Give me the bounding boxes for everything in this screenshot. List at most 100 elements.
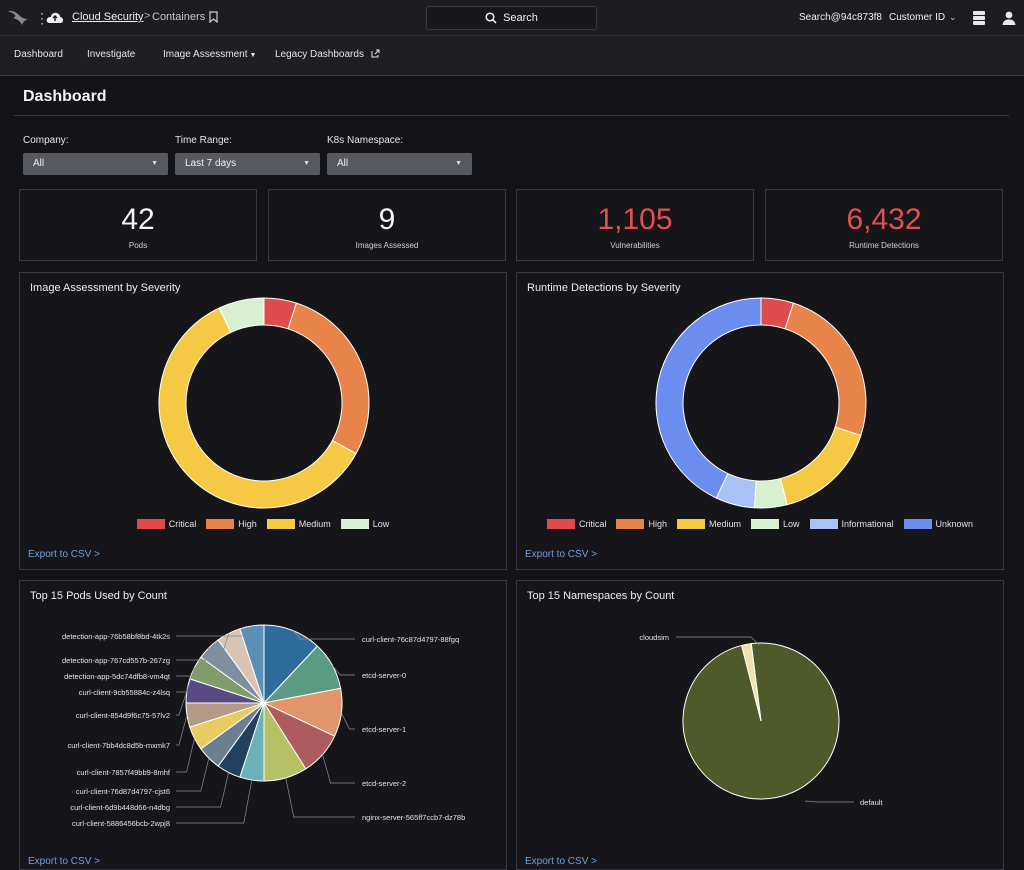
legend-label: Low: [782, 519, 800, 529]
customer-id-dropdown[interactable]: Customer ID: [889, 12, 946, 23]
slice-label: detection-app-76b58bf8bd-4tk2s: [62, 632, 170, 641]
legend-swatch: [340, 519, 369, 529]
legend-swatch: [616, 519, 645, 529]
top-namespaces-pie-chart[interactable]: default cloudsim: [517, 601, 1005, 861]
image-severity-donut-chart[interactable]: [20, 293, 508, 533]
legend-label: Critical: [578, 519, 607, 529]
panel-runtime-detections-severity: Runtime Detections by Severity Critical H…: [516, 272, 1004, 570]
stat-label: Pods: [128, 241, 148, 250]
leader-line: [285, 777, 355, 818]
slice-label: default: [860, 798, 883, 807]
nav-image-assessment[interactable]: Image Assessment ▼: [163, 49, 256, 60]
legend-item-critical[interactable]: Critical: [546, 519, 607, 529]
leader-line: [176, 772, 229, 808]
legend-label: Medium: [708, 519, 741, 529]
panel-title: Top 15 Pods Used by Count: [30, 590, 167, 602]
filter-company-value: All: [33, 158, 45, 169]
leader-line: [332, 665, 355, 676]
slice-label: curl-client-7857f49bb9-8mhf: [77, 768, 171, 777]
caret-down-icon: ▼: [303, 160, 310, 167]
export-csv-link[interactable]: Export to CSV >: [525, 549, 597, 560]
leader-line: [176, 633, 229, 661]
nav-legacy-dashboards[interactable]: Legacy Dashboards: [275, 49, 380, 60]
chevron-down-icon[interactable]: ⌄: [949, 12, 957, 22]
caret-down-icon: ▼: [249, 52, 257, 59]
filter-time-range-select[interactable]: Last 7 days ▼: [175, 153, 320, 175]
slice-label: detection-app-767cd557b-267zg: [62, 656, 170, 665]
legend-swatch: [676, 519, 705, 529]
legend-label: Unknown: [935, 519, 974, 529]
leader-line: [341, 712, 355, 730]
search-label: Search: [503, 12, 538, 24]
leader-line: [176, 758, 210, 792]
legend-item-low[interactable]: Low: [340, 519, 389, 529]
legend-item-high[interactable]: High: [616, 519, 667, 529]
leader-line: [676, 636, 760, 646]
export-csv-link[interactable]: Export to CSV >: [28, 549, 100, 560]
falcon-logo-icon[interactable]: [7, 8, 29, 26]
user-profile-icon[interactable]: [1001, 10, 1017, 26]
legend-item-informational[interactable]: Informational: [809, 519, 894, 529]
legend-item-low[interactable]: Low: [750, 519, 800, 529]
global-search-button[interactable]: Search: [426, 6, 597, 30]
filter-company-select[interactable]: All ▼: [23, 153, 168, 175]
filter-company-label: Company:: [23, 135, 69, 146]
legend-swatch: [809, 519, 838, 529]
legend-item-medium[interactable]: Medium: [266, 519, 331, 529]
legend-swatch: [903, 519, 932, 529]
leader-line: [292, 630, 355, 640]
legend-swatch: [266, 519, 295, 529]
title-divider: [14, 115, 1009, 116]
legend-item-critical[interactable]: Critical: [136, 519, 196, 529]
leader-line: [322, 754, 355, 784]
nav-dashboard[interactable]: Dashboard: [14, 49, 63, 60]
stat-label: Images Assessed: [355, 241, 419, 250]
filter-time-range-value: Last 7 days: [185, 158, 237, 169]
legend-label: Medium: [298, 519, 331, 529]
leader-line: [176, 625, 253, 637]
leader-line: [176, 779, 253, 824]
legend-item-medium[interactable]: Medium: [676, 519, 741, 529]
leader-line: [804, 800, 854, 803]
breadcrumb-app-link[interactable]: Cloud Security: [72, 11, 144, 23]
legend-label: High: [238, 519, 257, 529]
stat-card-vulnerabilities[interactable]: 1,105 Vulnerabilities: [516, 189, 754, 261]
legend-swatch: [136, 519, 165, 529]
nav-investigate[interactable]: Investigate: [87, 49, 136, 60]
stat-card-pods[interactable]: 42 Pods: [19, 189, 257, 261]
slice-medium[interactable]: [779, 426, 862, 506]
slice-high[interactable]: [784, 302, 867, 437]
app-menu-icon[interactable]: ⋮: [35, 10, 49, 26]
chart-legend: Critical High Medium Low: [20, 519, 506, 529]
legend-swatch: [750, 519, 779, 529]
secondary-nav: Dashboard Investigate Image Assessment ▼ …: [0, 36, 1024, 76]
slice-unknown[interactable]: [655, 297, 762, 499]
notifications-stack-icon[interactable]: [971, 10, 987, 26]
slice-high[interactable]: [287, 302, 370, 455]
slice-label: detection-app-5dc74dfb8-vm4qt: [64, 672, 171, 681]
stat-card-images-assessed[interactable]: 9 Images Assessed: [268, 189, 506, 261]
legend-item-unknown[interactable]: Unknown: [903, 519, 974, 529]
slice-medium[interactable]: [158, 307, 357, 509]
caret-down-icon: ▼: [151, 160, 158, 167]
slice-cloudsim[interactable]: [740, 643, 762, 722]
panel-top-pods: Top 15 Pods Used by Count curl-client-76…: [19, 580, 507, 870]
slice-low[interactable]: [218, 297, 265, 334]
cloud-security-icon: [46, 12, 63, 23]
top-pods-pie-chart[interactable]: curl-client-76c87d4797-88fgq etcd-server-…: [20, 601, 508, 861]
export-csv-link[interactable]: Export to CSV >: [28, 856, 100, 867]
slice-label: curl-client-76c87d4797-88fgq: [362, 635, 459, 644]
user-handle[interactable]: Search@94c873f8: [799, 12, 882, 23]
filter-namespace-select[interactable]: All ▼: [327, 153, 472, 175]
leader-line: [176, 647, 210, 677]
export-csv-link[interactable]: Export to CSV >: [525, 856, 597, 867]
runtime-severity-donut-chart[interactable]: [517, 293, 1005, 533]
slice-label: etcd-server-1: [362, 725, 406, 734]
bookmark-icon[interactable]: [209, 11, 218, 23]
slice-detection-app-76b58bf8bd-4tk2s[interactable]: [239, 624, 265, 704]
legend-item-high[interactable]: High: [206, 519, 257, 529]
stat-card-runtime-detections[interactable]: 6,432 Runtime Detections: [765, 189, 1003, 261]
slice-label: curl-client-76d87d4797-cjst6: [76, 787, 170, 796]
slice-label: curl-client-6d9b448d66-n4dbg: [70, 803, 170, 812]
nav-image-assessment-label: Image Assessment: [163, 49, 248, 60]
